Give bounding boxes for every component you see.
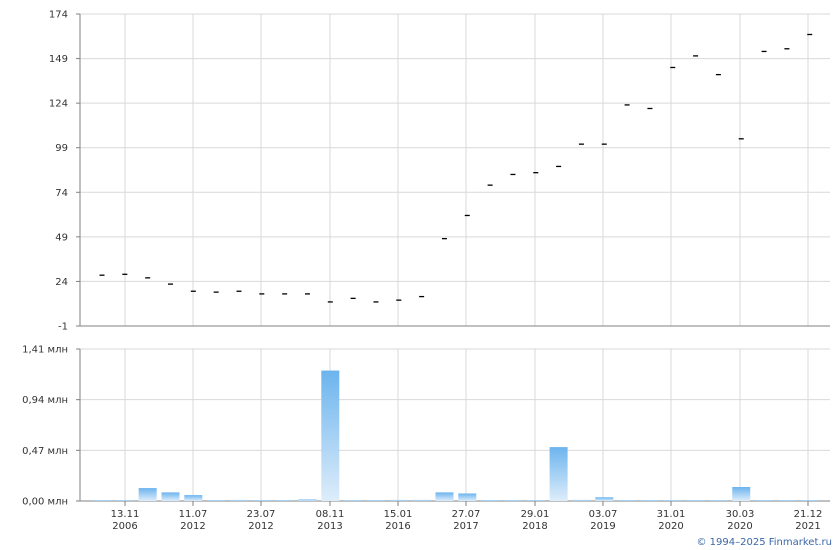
volume-bar [549, 447, 568, 501]
x-tick-label-date: 11.07 [179, 509, 208, 520]
x-tick-label-year: 2020 [727, 521, 752, 532]
grid-lines [80, 13, 830, 502]
price-series [99, 33, 813, 303]
volume-y-tick-label: 0,47 млн [22, 446, 68, 457]
volume-bar [93, 500, 111, 501]
volume-bar [207, 500, 226, 501]
x-tick-label-date: 23.07 [247, 509, 276, 520]
price-y-tick-label: 174 [49, 10, 68, 21]
x-tick-label-date: 21.12 [794, 509, 823, 520]
volume-bar [138, 488, 157, 501]
x-tick-label-date: 31.01 [657, 509, 686, 520]
volume-bar [732, 486, 751, 501]
volume-bar [366, 500, 385, 501]
x-tick-label-date: 13.11 [111, 509, 140, 520]
x-tick-label-year: 2012 [180, 521, 205, 532]
x-tick-label-year: 2013 [317, 521, 342, 532]
volume-y-tick-label: 0,94 млн [22, 395, 68, 406]
volume-bar [275, 500, 294, 501]
x-tick-label-date: 15.01 [384, 509, 413, 520]
volume-bar [115, 500, 134, 501]
volume-bar [321, 370, 340, 501]
volume-y-tick-label: 0,00 млн [22, 497, 68, 508]
volume-bar [572, 499, 591, 501]
x-tick-label-date: 30.03 [726, 509, 755, 520]
volume-bar [526, 500, 545, 501]
volume-bar [412, 499, 431, 501]
x-tick-label-date: 27.07 [452, 509, 481, 520]
x-tick-label-year: 2012 [248, 521, 273, 532]
volume-bar [481, 500, 500, 501]
volume-bar [595, 497, 614, 501]
axis-lines [76, 13, 830, 506]
price-y-axis-labels: 174 149 124 99 74 49 24 -1 [49, 10, 68, 333]
copyright-credit[interactable]: © 1994–2025 Finmarket.ru [696, 537, 832, 548]
x-tick-label-year: 2006 [112, 521, 137, 532]
volume-bar [800, 500, 819, 501]
volume-series [93, 370, 819, 501]
volume-bar [663, 500, 682, 501]
volume-bar [298, 499, 317, 501]
volume-bar [161, 492, 180, 501]
volume-bar [229, 499, 248, 501]
price-y-tick-label: 74 [55, 188, 68, 199]
volume-bar [755, 500, 774, 501]
volume-bar [777, 500, 796, 501]
volume-bar [686, 500, 705, 501]
volume-bar [184, 495, 203, 501]
price-y-tick-label: 49 [55, 232, 68, 243]
volume-bar [344, 500, 363, 501]
x-tick-label-year: 2017 [453, 521, 478, 532]
x-tick-label-year: 2020 [658, 521, 683, 532]
volume-bar [389, 499, 408, 501]
volume-bar [458, 493, 477, 501]
volume-bar [252, 500, 271, 501]
x-tick-label-year: 2018 [522, 521, 547, 532]
volume-bar [618, 500, 637, 501]
x-tick-label-date: 08.11 [316, 509, 345, 520]
volume-bar [503, 500, 522, 501]
volume-y-tick-label: 1,41 млн [22, 345, 68, 356]
volume-bar [640, 500, 659, 501]
price-y-tick-label: 24 [55, 277, 68, 288]
price-y-tick-label: 149 [49, 54, 68, 65]
volume-bar [709, 500, 728, 501]
x-tick-label-year: 2016 [385, 521, 410, 532]
price-y-tick-label: 99 [55, 143, 68, 154]
price-y-tick-label: 124 [49, 99, 68, 110]
volume-bar [435, 492, 454, 501]
x-tick-label-date: 29.01 [521, 509, 550, 520]
x-axis-labels: 13.11200611.07201223.07201208.11201315.0… [111, 509, 823, 532]
x-tick-label-date: 03.07 [589, 509, 618, 520]
volume-y-axis-labels: 1,41 млн 0,94 млн 0,47 млн 0,00 млн [22, 345, 68, 508]
x-tick-label-year: 2021 [795, 521, 820, 532]
x-tick-label-year: 2019 [590, 521, 615, 532]
price-y-tick-label: -1 [58, 322, 68, 333]
